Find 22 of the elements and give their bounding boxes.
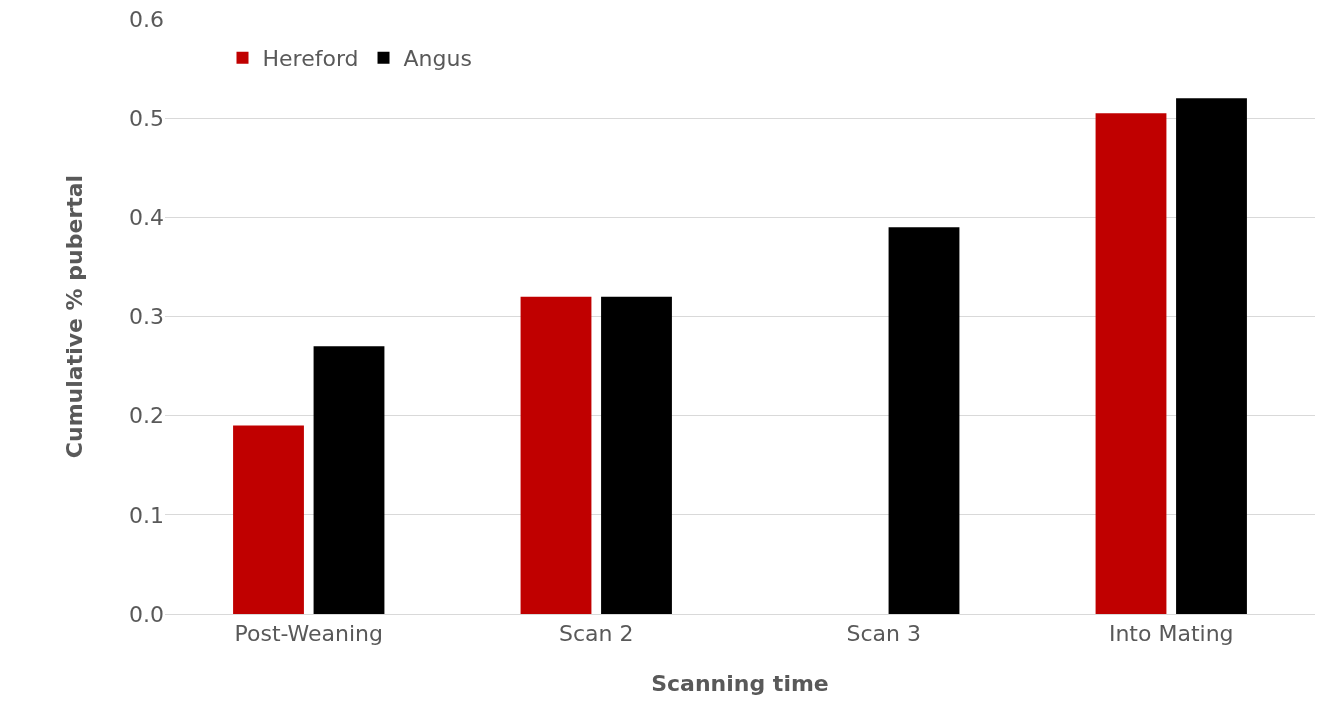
bar (888, 227, 960, 614)
y-tick-label: 0.5 (129, 105, 164, 131)
x-tick-label: Post-Weaning (234, 621, 384, 647)
y-tick-label: 0.0 (129, 601, 164, 627)
y-tick-label: 0.3 (129, 304, 164, 330)
y-axis-title: Cumulative % pubertal (61, 174, 87, 459)
bar (601, 296, 672, 614)
y-tick-label: 0.4 (129, 205, 164, 231)
bar (233, 425, 304, 614)
x-axis-title: Scanning time (651, 671, 829, 697)
x-tick-label: Into Mating (1108, 621, 1234, 647)
bar (520, 296, 592, 614)
y-tick-label: 0.6 (129, 6, 164, 32)
legend-label: Angus (403, 46, 472, 72)
bar (1176, 98, 1247, 614)
legend-label: Hereford (262, 46, 359, 72)
bar (313, 346, 385, 614)
x-tick-label: Scan 3 (846, 621, 921, 647)
x-tick-label: Scan 2 (559, 621, 634, 647)
y-tick-label: 0.2 (129, 403, 164, 429)
y-tick-label: 0.1 (129, 502, 164, 528)
bar (1095, 113, 1167, 614)
